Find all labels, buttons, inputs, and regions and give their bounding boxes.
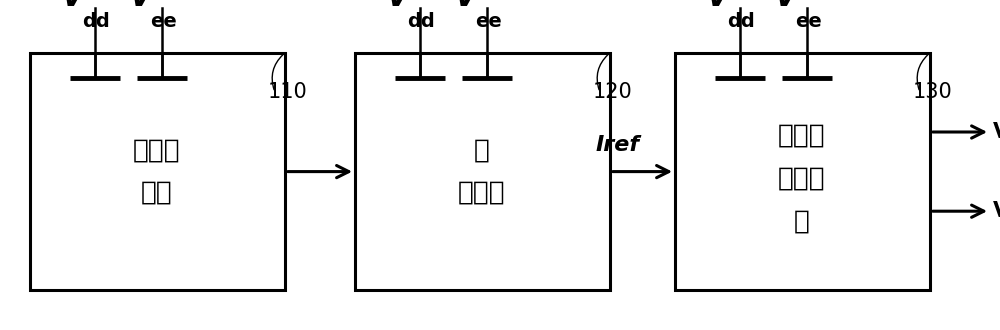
- Text: 基: 基: [474, 137, 490, 163]
- Text: 缓冲器: 缓冲器: [778, 122, 826, 148]
- Bar: [675, 53, 930, 290]
- Text: dd: dd: [82, 12, 110, 31]
- Text: 120: 120: [593, 82, 633, 102]
- Text: V: V: [130, 0, 152, 12]
- Text: ee: ee: [475, 12, 502, 31]
- Text: dd: dd: [407, 12, 435, 31]
- Text: 出: 出: [794, 208, 810, 234]
- Text: 负载输: 负载输: [778, 165, 826, 191]
- Text: ee: ee: [795, 12, 822, 31]
- Text: Vout2: Vout2: [993, 201, 1000, 221]
- Bar: [355, 53, 610, 290]
- Text: 130: 130: [913, 82, 953, 102]
- Text: 电路: 电路: [141, 180, 173, 206]
- Bar: [30, 53, 285, 290]
- Text: V: V: [775, 0, 796, 12]
- Text: V: V: [387, 0, 409, 12]
- Text: 110: 110: [268, 82, 308, 102]
- Text: Vout1: Vout1: [993, 122, 1000, 142]
- Text: dd: dd: [727, 12, 755, 31]
- Text: V: V: [455, 0, 477, 12]
- Text: V: V: [707, 0, 728, 12]
- Text: 自启动: 自启动: [133, 137, 181, 163]
- Text: V: V: [62, 0, 84, 12]
- Text: Iref: Iref: [596, 135, 640, 155]
- Text: ee: ee: [150, 12, 177, 31]
- Text: 准电路: 准电路: [458, 180, 506, 206]
